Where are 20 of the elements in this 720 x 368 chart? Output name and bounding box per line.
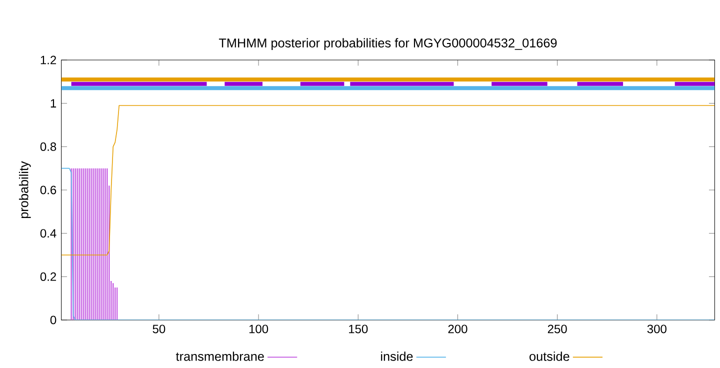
legend-label: outside bbox=[530, 352, 570, 361]
y-tick-label: 0 bbox=[50, 316, 56, 324]
x-tick-label: 300 bbox=[647, 324, 666, 334]
y-tick-label: 1 bbox=[50, 99, 56, 108]
line-series bbox=[61, 168, 715, 320]
y-tick-label: 1.2 bbox=[40, 56, 56, 64]
x-tick-label: 150 bbox=[349, 324, 368, 334]
y-tick-label: 0.4 bbox=[40, 229, 56, 238]
x-tick-label: 100 bbox=[249, 324, 268, 334]
y-axis-title: probability bbox=[18, 161, 31, 218]
x-tick-label: 250 bbox=[548, 324, 567, 334]
chart-title: TMHMM posterior probabilities for MGYG000004532_01669 bbox=[218, 38, 557, 50]
x-tick-label: 50 bbox=[152, 324, 166, 334]
y-tick-label: 0.6 bbox=[40, 186, 56, 194]
legend-label: transmembrane bbox=[176, 352, 264, 361]
x-tick-label: 200 bbox=[448, 324, 468, 334]
y-tick-label: 0.2 bbox=[40, 272, 56, 281]
line-series bbox=[61, 105, 715, 256]
y-tick-label: 0.8 bbox=[40, 142, 56, 151]
legend-label: inside bbox=[381, 352, 413, 361]
